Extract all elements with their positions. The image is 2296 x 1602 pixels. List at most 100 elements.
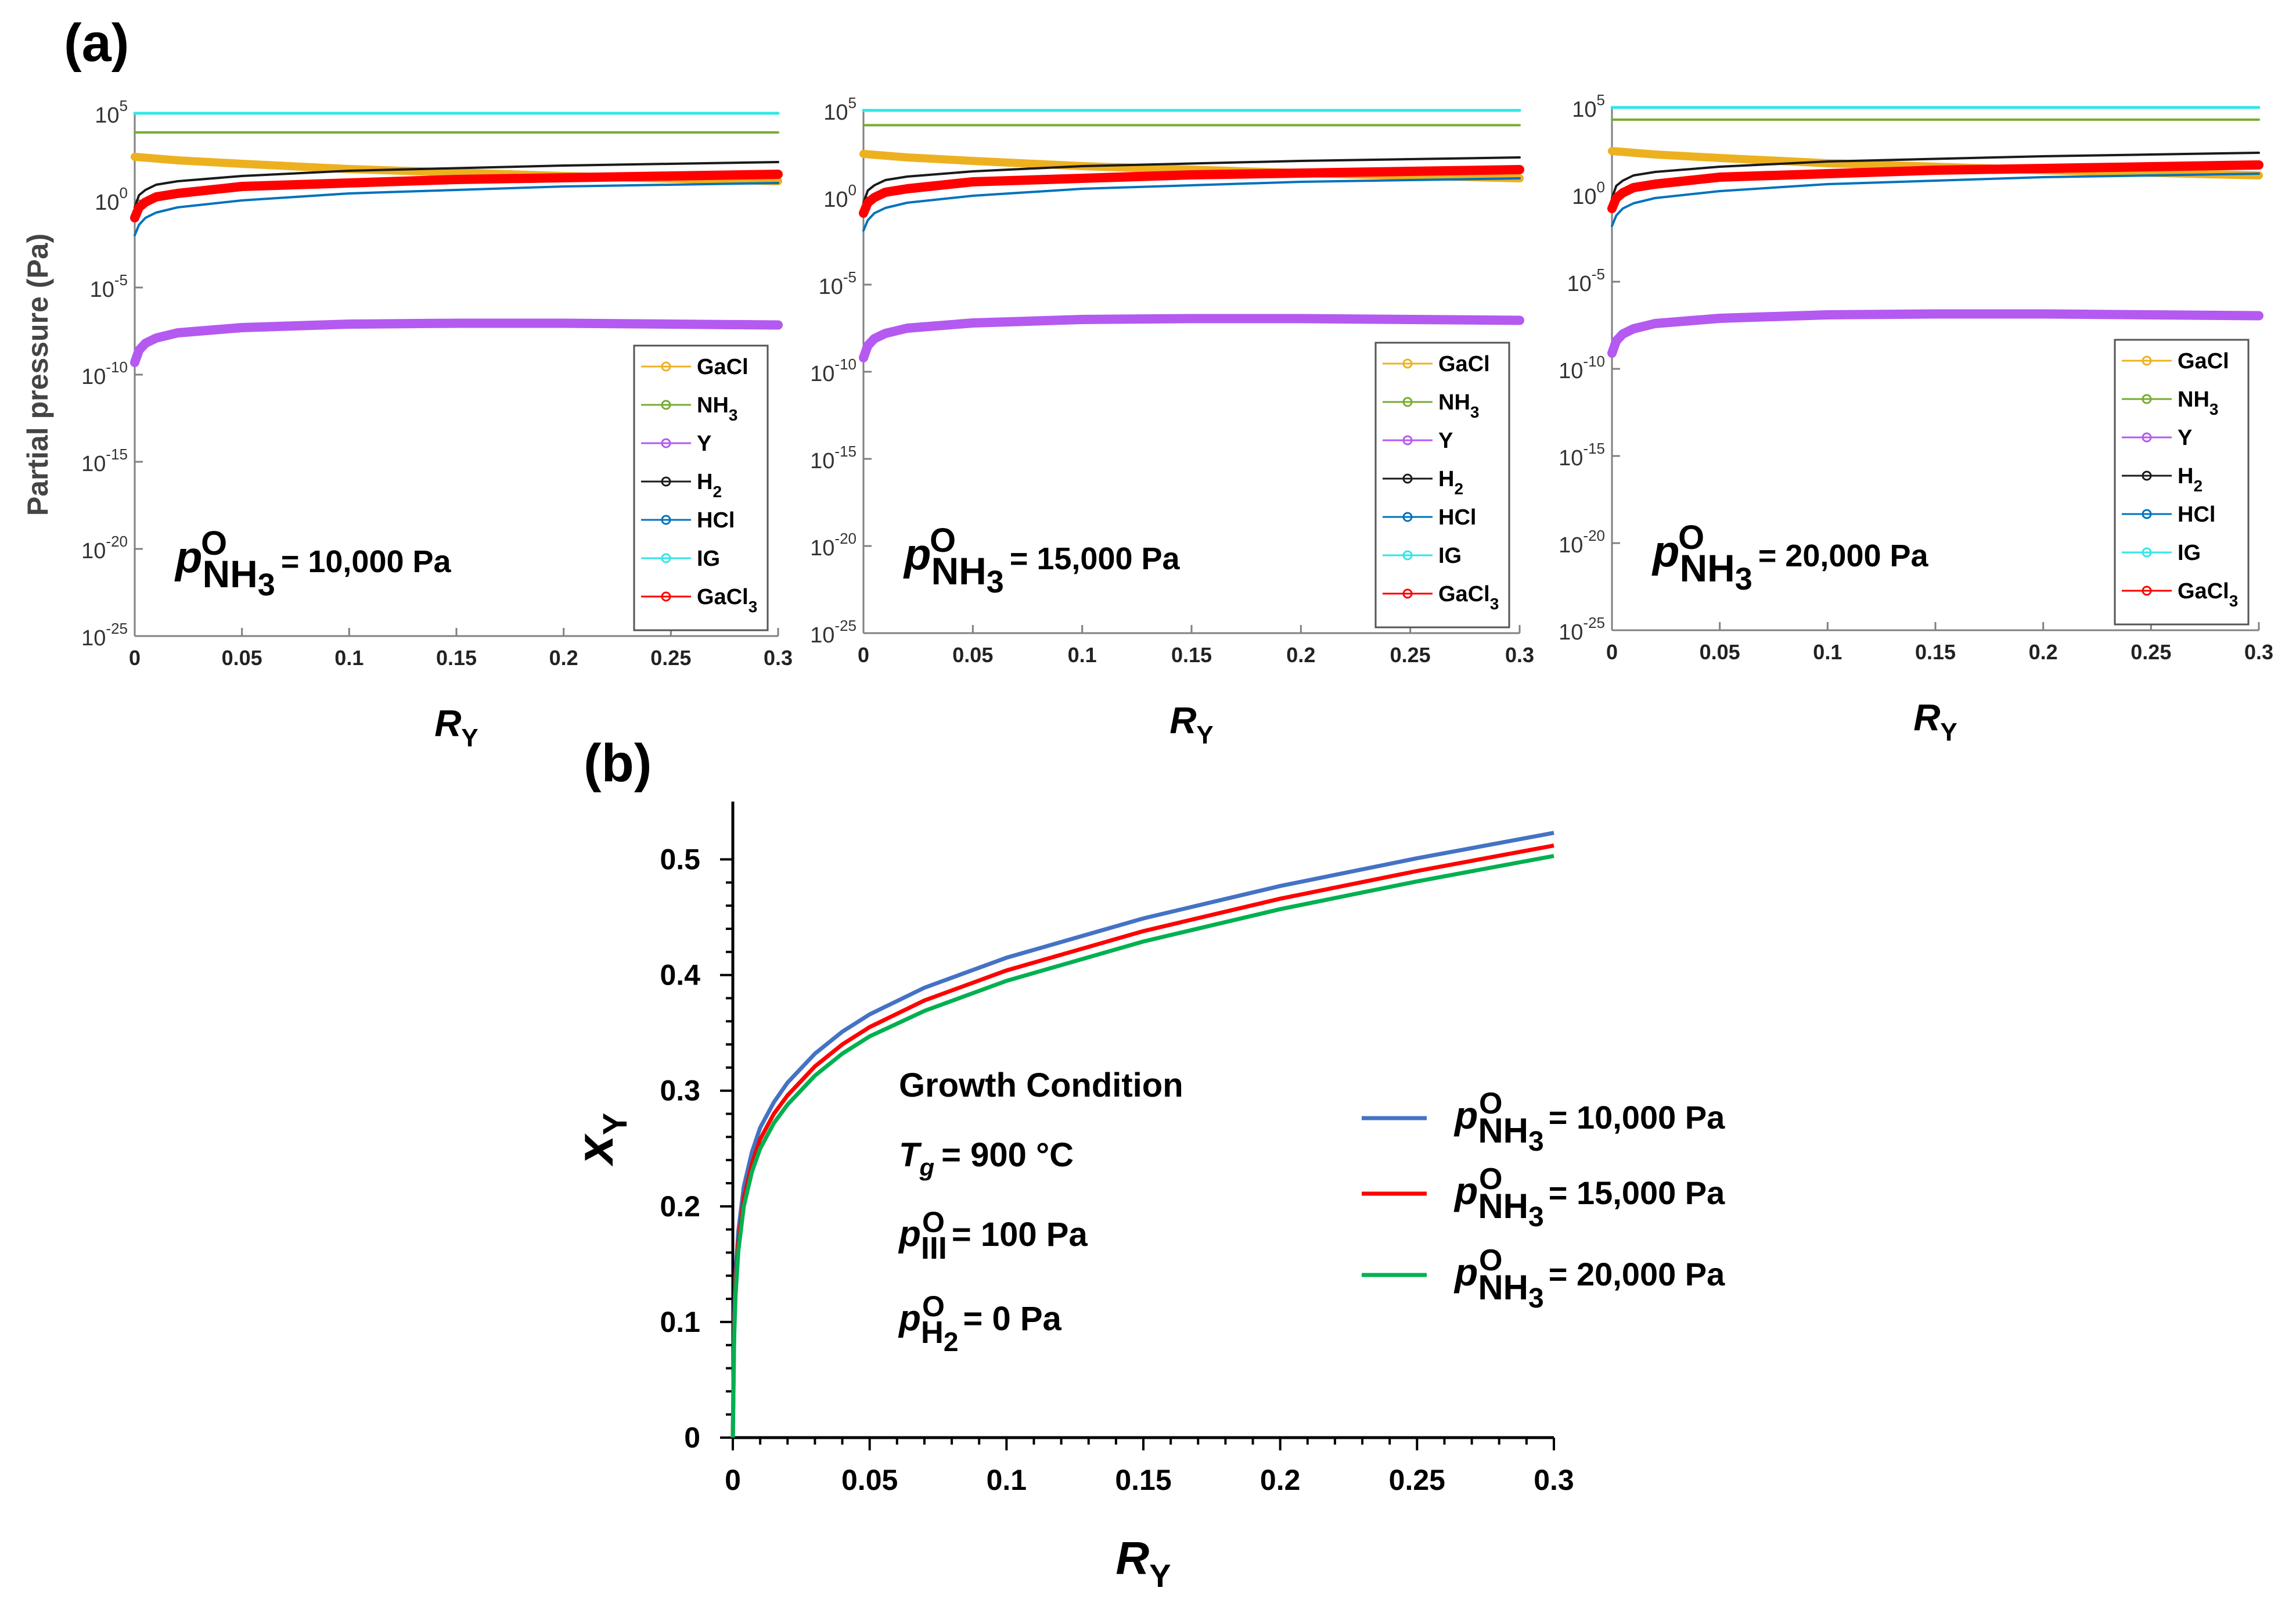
series-line-3	[730, 854, 1554, 1438]
x-tick-label: 0.25	[2131, 640, 2171, 664]
legend-label: Y	[697, 432, 711, 456]
x-tick-label: 0.25	[1389, 1464, 1445, 1496]
y-tick-label: 0.1	[660, 1306, 700, 1338]
panel-a1: 105 100 10-5 10-10 10-15 10-20 10-250 0.05 0.1 0.…	[21, 97, 793, 752]
x-tick-label: 0.25	[1390, 643, 1431, 667]
growth-ph2-sup: O	[922, 1290, 945, 1323]
y-tick-label: 100	[823, 181, 856, 212]
annotation-sup: O	[930, 522, 956, 559]
legend-label: HCl	[697, 508, 735, 533]
x-tick-label: 0.1	[1068, 643, 1097, 667]
y-tick-label: 105	[95, 97, 128, 128]
y-tick-label: 10-5	[1567, 265, 1605, 296]
growth-piii-sup: O	[922, 1206, 945, 1238]
x-tick-label: 0.1	[334, 646, 364, 670]
legend-marker	[2142, 394, 2152, 404]
y-tick-label: 100	[1572, 178, 1605, 209]
series-line-hcl	[1611, 173, 2260, 227]
legend-marker	[1402, 435, 1413, 446]
series-line-hcl	[134, 182, 779, 236]
growth-tg: Tg = 900 °C	[899, 1136, 1074, 1181]
legend-label: NH3	[2178, 387, 2218, 418]
panel-b-label: (b)	[584, 734, 652, 793]
legend-box	[2114, 339, 2250, 626]
series-line-h2	[134, 161, 779, 209]
legend-marker	[1402, 358, 1413, 369]
annotation: pNH3= 15,000 Pa	[903, 530, 1181, 599]
legend-label: H2	[1438, 467, 1463, 498]
legend-marker	[2142, 586, 2152, 596]
x-tick-label: 0.3	[1505, 643, 1534, 667]
x-tick-label: 0.15	[1915, 640, 1956, 664]
series-line-h2	[1611, 152, 2260, 199]
series-line-1	[730, 831, 1554, 1438]
y-tick-label: 0.5	[660, 843, 700, 876]
legend-label: GaCl	[2178, 349, 2229, 373]
legend-label: IG	[1438, 544, 1462, 568]
y-tick-label: 10-5	[819, 268, 856, 299]
panel-a-label: (a)	[64, 13, 129, 73]
series-line-hcl	[862, 177, 1521, 232]
legend-sup-2: O	[1479, 1162, 1502, 1196]
x-tick-label: 0.2	[549, 646, 578, 670]
y-tick-label: 0.4	[660, 959, 700, 992]
y-tick-label: 10-20	[81, 533, 128, 563]
x-axis-title: RY	[1913, 696, 1957, 746]
y-tick-label: 105	[823, 94, 856, 125]
legend-marker	[2142, 547, 2152, 558]
y-tick-label: 10-15	[1559, 440, 1605, 470]
y-tick-label: 10-25	[81, 620, 128, 651]
legend-label: HCl	[2178, 502, 2215, 527]
panel-a3: 105 100 10-5 10-10 10-15 10-20 10-250 0.05 0.1 0.…	[1559, 91, 2273, 746]
legend-marker	[661, 515, 671, 525]
legend-marker	[1402, 473, 1413, 484]
y-tick-label: 0	[684, 1421, 700, 1454]
legend-label: NH3	[1438, 390, 1479, 421]
x-tick-label: 0.3	[1534, 1464, 1574, 1496]
y-tick-label: 10-10	[81, 358, 128, 389]
y-tick-label: 0.2	[660, 1190, 700, 1223]
legend-label: GaCl	[697, 355, 748, 379]
legend-marker	[661, 400, 671, 410]
x-tick-label: 0.25	[650, 646, 691, 670]
x-tick-label: 0.2	[1286, 643, 1315, 667]
legend-marker	[1402, 588, 1413, 599]
x-tick-label: 0.15	[1171, 643, 1212, 667]
legend-label: Y	[1438, 429, 1453, 453]
legend-label: GaCl3	[2178, 579, 2238, 610]
x-tick-label: 0	[1606, 640, 1618, 664]
y-tick-label: 10-25	[810, 617, 856, 648]
legend-marker	[1402, 512, 1413, 522]
series-line-y	[130, 318, 783, 367]
y-tick-label: 100	[95, 184, 128, 215]
annotation: pNH3= 20,000 Pa	[1651, 527, 1929, 597]
x-tick-label: 0.05	[952, 643, 993, 667]
legend-marker	[661, 553, 671, 563]
legend-label-1: pNH3= 10,000 Pa	[1453, 1094, 1725, 1157]
legend-marker	[661, 476, 671, 487]
x-tick-label: 0	[129, 646, 141, 670]
x-tick-label: 0.3	[2244, 640, 2273, 664]
x-tick-label: 0.15	[1115, 1464, 1171, 1496]
legend-label-2: pNH3= 15,000 Pa	[1453, 1169, 1725, 1233]
y-tick-label: 10-20	[1559, 527, 1605, 558]
series-line-h2	[862, 156, 1521, 204]
y-tick-label: 0.3	[660, 1075, 700, 1107]
y-tick-label: 10-10	[810, 355, 856, 386]
x-tick-label: 0.3	[764, 646, 793, 670]
x-tick-label: 0.1	[987, 1464, 1027, 1496]
legend-box	[1374, 342, 1510, 628]
legend-label: GaCl	[1438, 352, 1490, 376]
x-axis-title: RY	[434, 702, 478, 752]
legend-marker	[661, 591, 671, 602]
panel-a2: 105 100 10-5 10-10 10-15 10-20 10-250 0.05 0.1 0.…	[810, 94, 1534, 749]
series-line-gacl3	[1607, 160, 2263, 213]
legend-marker	[2142, 470, 2152, 481]
y-tick-label: 10-20	[810, 530, 856, 561]
legend-box	[633, 344, 769, 631]
series-line-y	[859, 314, 1524, 362]
y-tick-label: 105	[1572, 91, 1605, 122]
y-axis-title: xY	[566, 1113, 634, 1167]
x-tick-label: 0.2	[2029, 640, 2058, 664]
